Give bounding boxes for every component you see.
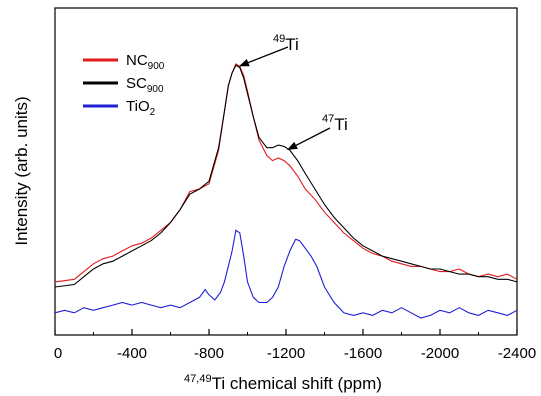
legend-label-nc900: NC900 xyxy=(126,52,165,72)
legend-label-tio2: TiO2 xyxy=(126,98,156,118)
series-line-sc900 xyxy=(54,64,518,288)
x-axis-label-text: Ti chemical shift (ppm) xyxy=(212,374,382,393)
series-group xyxy=(54,63,518,319)
annotation-49ti: 49Ti xyxy=(239,33,299,67)
annotation-47ti-label: 47Ti xyxy=(322,113,348,134)
x-axis-label-sup: 47,49 xyxy=(184,373,212,385)
annotation-49ti-label: 49Ti xyxy=(273,33,299,54)
x-tick-label: -1200 xyxy=(267,345,305,362)
x-axis-ticks: 0 -400 -800 -1200 -1600 -2000 -2400 xyxy=(54,329,536,362)
x-axis-label: 47,49Ti chemical shift (ppm) xyxy=(184,373,382,393)
y-axis-label: Intensity (arb. units) xyxy=(12,96,31,245)
annotation-49ti-arrow xyxy=(239,46,289,67)
x-tick-label: -800 xyxy=(194,345,224,362)
series-line-nc900 xyxy=(54,63,518,283)
x-tick-label: -2000 xyxy=(421,345,459,362)
x-tick-label: -400 xyxy=(117,345,147,362)
legend-label-sc900: SC900 xyxy=(126,75,164,95)
annotation-47ti-arrow xyxy=(287,127,331,151)
annotation-47ti: 47Ti xyxy=(287,113,348,151)
plot-frame xyxy=(54,7,518,336)
x-tick-label: -1600 xyxy=(344,345,382,362)
x-tick-label: 0 xyxy=(54,345,62,362)
legend: NC900 SC900 TiO2 xyxy=(83,52,165,118)
series-line-tio2 xyxy=(54,229,518,319)
x-tick-label: -2400 xyxy=(498,345,536,362)
